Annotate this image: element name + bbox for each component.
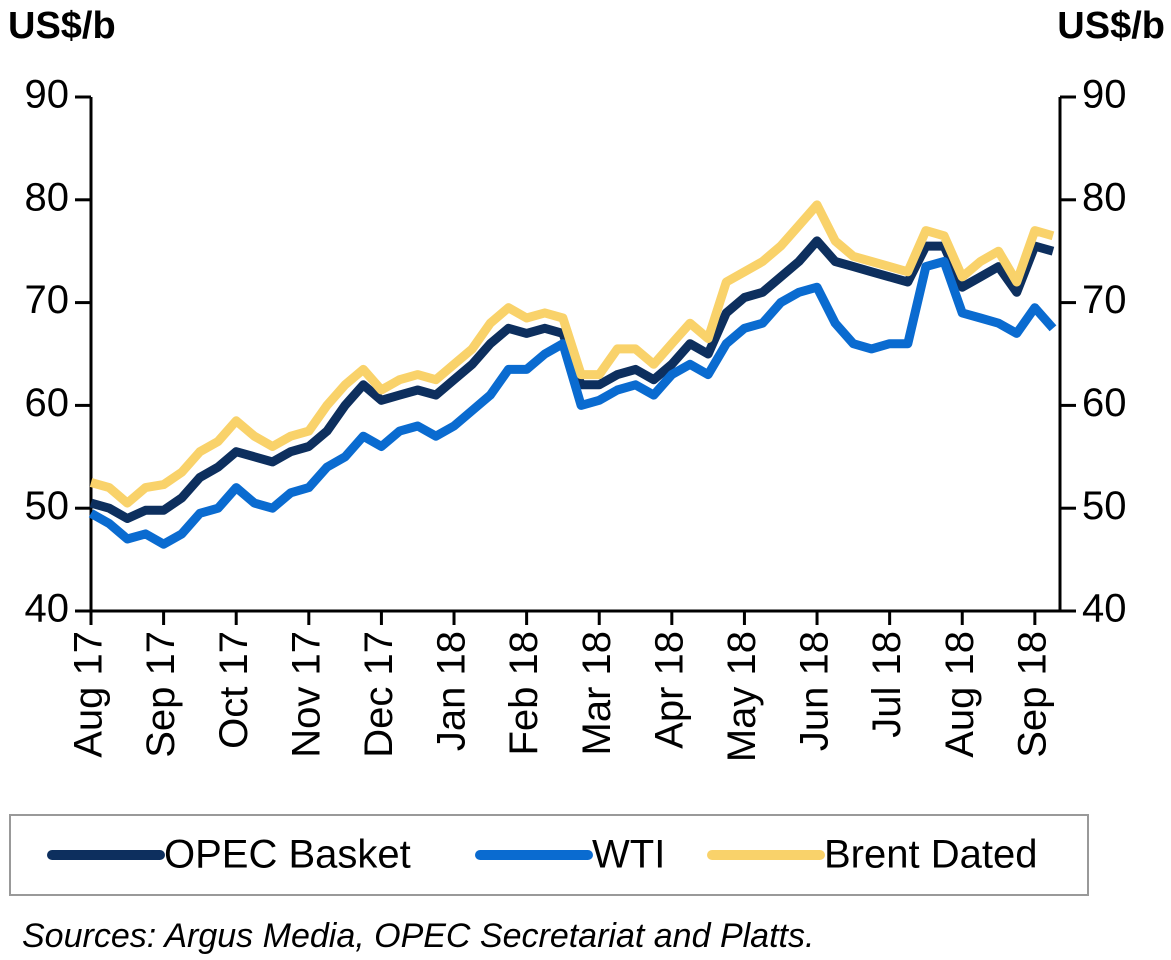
y-tick-label: 50 bbox=[25, 484, 70, 528]
source-note: Sources: Argus Media, OPEC Secretariat a… bbox=[22, 917, 814, 955]
y2-axis-title: US$/b bbox=[1057, 5, 1165, 47]
x-tick-label: Sep 18 bbox=[1010, 631, 1054, 758]
x-tick-label: Oct 17 bbox=[212, 631, 256, 749]
y2-tick-label: 50 bbox=[1082, 484, 1127, 528]
y-tick-label: 80 bbox=[25, 175, 70, 219]
legend-label: OPEC Basket bbox=[164, 833, 411, 877]
y-tick-label: 40 bbox=[25, 587, 70, 631]
x-tick-label: Apr 18 bbox=[647, 631, 691, 749]
x-tick-label: Nov 17 bbox=[284, 631, 328, 758]
line-series bbox=[89, 200, 1055, 508]
y2-tick-label: 40 bbox=[1082, 587, 1127, 631]
y-tick-label: 70 bbox=[25, 278, 70, 322]
x-tick-label: Dec 17 bbox=[357, 631, 401, 758]
y-axis-title: US$/b bbox=[8, 5, 116, 47]
x-tick-label: Jun 18 bbox=[793, 631, 837, 751]
y-tick-label: 60 bbox=[25, 381, 70, 425]
y2-tick-label: 90 bbox=[1082, 73, 1127, 117]
y2-tick-label: 60 bbox=[1082, 381, 1127, 425]
y2-tick-label: 70 bbox=[1082, 278, 1127, 322]
legend-box bbox=[9, 814, 1089, 896]
x-tick-label: May 18 bbox=[720, 631, 764, 762]
x-tick-label: Aug 17 bbox=[67, 631, 111, 758]
y-tick-label: 90 bbox=[25, 73, 70, 117]
y2-tick-label: 80 bbox=[1082, 175, 1127, 219]
line-series bbox=[88, 257, 1057, 549]
x-tick-label: Feb 18 bbox=[502, 631, 546, 756]
legend-label: WTI bbox=[592, 833, 665, 877]
x-tick-label: Mar 18 bbox=[575, 631, 619, 756]
x-tick-label: Sep 17 bbox=[139, 631, 183, 758]
x-tick-label: Jul 18 bbox=[865, 631, 909, 738]
x-tick-label: Aug 18 bbox=[938, 631, 982, 758]
x-tick-label: Jan 18 bbox=[430, 631, 474, 751]
legend-label: Brent Dated bbox=[824, 833, 1037, 877]
